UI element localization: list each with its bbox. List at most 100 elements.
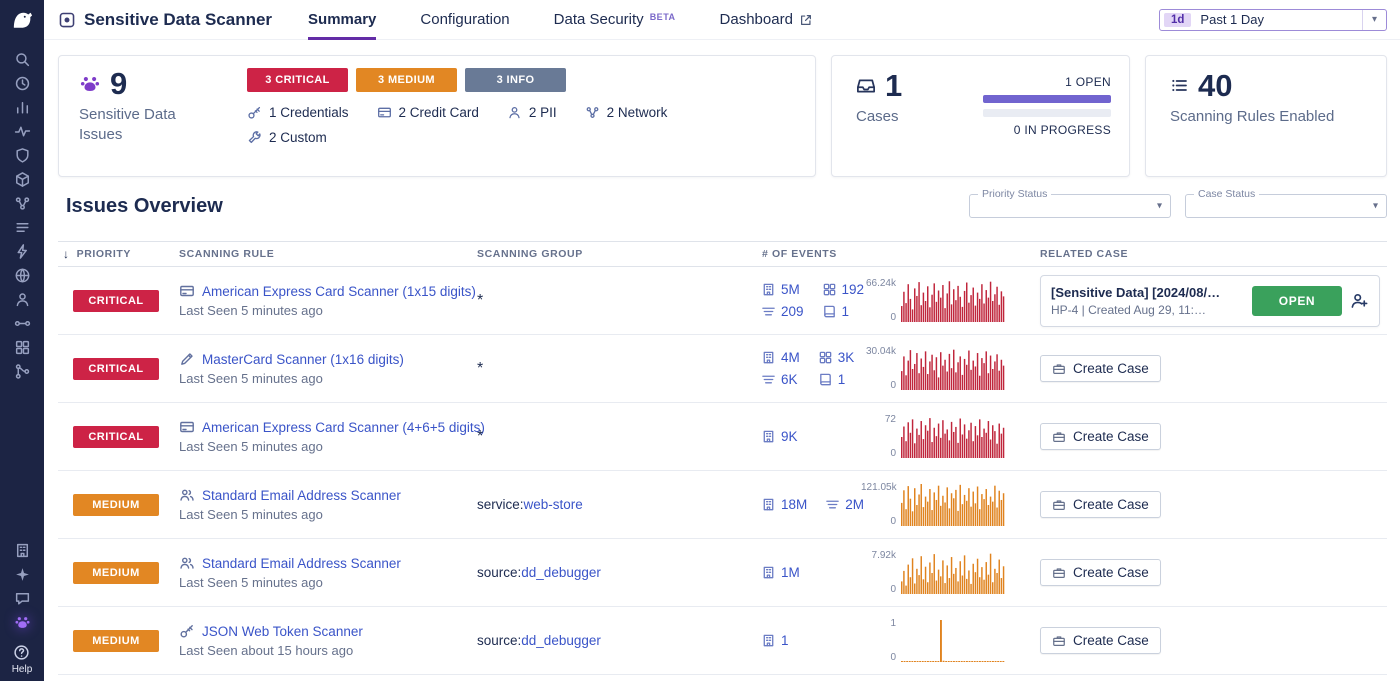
event-count-link[interactable]: 4M [781,350,800,365]
synthetics-icon[interactable] [14,267,31,284]
severity-medium-chip[interactable]: 3 MEDIUM [356,68,457,92]
scanning-rule-link[interactable]: American Express Card Scanner (4+6+5 dig… [202,419,485,435]
network-icon[interactable] [14,195,31,212]
watchdog-icon[interactable] [14,123,31,140]
last-seen: Last Seen 5 minutes ago [179,439,323,454]
integrations-icon[interactable] [14,339,31,356]
infrastructure-icon[interactable] [14,171,31,188]
priority-status-filter[interactable]: Priority Status ▾ [969,188,1171,218]
tab-summary[interactable]: Summary [308,0,377,40]
event-count-link[interactable]: 209 [781,304,804,319]
time-range-shortcut[interactable]: 1d [1164,12,1192,27]
workflows-icon[interactable] [14,363,31,380]
scanning-rule-link[interactable]: Standard Email Address Scanner [202,487,401,503]
spark-min-label: 0 [890,447,896,459]
spark-min-label: 0 [890,379,896,391]
apm-icon[interactable] [14,243,31,260]
chevron-down-icon[interactable]: ▾ [1362,9,1386,30]
issues-card-label: Sensitive Data Issues [79,106,176,143]
event-count-link[interactable]: 1 [841,304,850,319]
case-open-button[interactable]: OPEN [1252,285,1342,316]
event-count-link[interactable]: 9K [781,429,798,444]
event-count-link[interactable]: 2M [845,497,865,512]
security-icon[interactable] [14,147,31,164]
severity-critical-chip[interactable]: 3 CRITICAL [247,68,348,92]
chevron-down-icon[interactable]: ▾ [1372,200,1378,212]
top-navigation: Sensitive Data Scanner Summary Configura… [44,0,1400,40]
event-count-link[interactable]: 5M [781,282,800,297]
event-count-link[interactable]: 3K [837,350,855,365]
scanning-rule-link[interactable]: American Express Card Scanner (1x15 digi… [202,283,476,299]
case-status-filter[interactable]: Case Status ▾ [1185,188,1387,218]
sort-descending-icon[interactable]: ↓ [63,247,70,261]
assign-user-icon[interactable] [1350,291,1369,310]
create-case-label: Create Case [1073,633,1149,648]
briefcase-icon [1052,430,1066,444]
scanning-group-prefix: service: [477,497,524,512]
scanning-group-link[interactable]: dd_debugger [521,565,601,580]
related-case-card: [Sensitive Data] [2024/08/… HP-4 | Creat… [1040,274,1380,327]
rum-icon[interactable] [14,291,31,308]
beta-badge: BETA [649,11,676,22]
chevron-down-icon[interactable]: ▾ [1156,200,1162,212]
search-icon[interactable] [14,51,31,68]
metrics-icon[interactable] [14,99,31,116]
column-scanning-group: SCANNING GROUP [477,248,583,260]
category-pii[interactable]: 2 PII [507,105,557,120]
table-row: CRITICAL American Express Card Scanner (… [58,403,1387,471]
organization-icon[interactable] [14,542,31,559]
event-count-link[interactable]: 18M [781,497,808,512]
help-button[interactable]: Help [12,644,32,675]
ci-pipelines-icon[interactable] [14,315,31,332]
create-case-button[interactable]: Create Case [1040,491,1161,518]
severity-info-chip[interactable]: 3 INFO [465,68,566,92]
people-icon [179,487,195,503]
spark-min-label: 0 [890,583,896,595]
create-case-label: Create Case [1073,497,1149,512]
bits-ai-icon[interactable] [14,566,31,583]
spans-icon [761,304,776,319]
datadog-logo[interactable] [9,7,35,33]
event-count-link[interactable]: 6K [781,372,798,387]
scanning-rule-link[interactable]: Standard Email Address Scanner [202,555,401,571]
table-row: MEDIUM Standard Email Address Scanner La… [58,471,1387,539]
tab-dashboard[interactable]: Dashboard [720,0,813,40]
category-network-label: 2 Network [606,105,668,120]
create-case-button[interactable]: Create Case [1040,423,1161,450]
event-count-link[interactable]: 1 [837,372,846,387]
priority-status-filter-label: Priority Status [978,188,1052,200]
history-icon[interactable] [14,75,31,92]
create-case-button[interactable]: Create Case [1040,627,1161,654]
tab-configuration[interactable]: Configuration [420,0,509,40]
logs-icon[interactable] [14,219,31,236]
person-icon [507,105,522,120]
scanning-rule-link[interactable]: JSON Web Token Scanner [202,623,363,639]
event-count-link[interactable]: 192 [841,282,865,297]
briefcase-icon [1052,498,1066,512]
tab-data-security[interactable]: Data Security BETA [554,0,676,40]
category-credentials[interactable]: 1 Credentials [247,105,349,120]
credit-card-icon [179,283,195,299]
time-range-picker[interactable]: 1d Past 1 Day ▾ [1159,8,1387,31]
rules-summary-card: 40 Scanning Rules Enabled [1145,55,1387,177]
table-row: CRITICAL American Express Card Scanner (… [58,267,1387,335]
summary-cards: 9 Sensitive Data Issues 3 CRITICAL 3 MED… [44,40,1400,177]
page-title: Sensitive Data Scanner [84,9,273,29]
sensitive-data-scanner-icon[interactable] [14,614,31,631]
event-count-link[interactable]: 1 [781,633,789,648]
category-custom[interactable]: 2 Custom [247,130,327,145]
tab-summary-label: Summary [308,11,377,28]
cases-summary-card: 1 Cases 1 OPEN 0 IN PROGRESS [831,55,1130,177]
create-case-button[interactable]: Create Case [1040,355,1161,382]
create-case-button[interactable]: Create Case [1040,559,1161,586]
scanning-group-link[interactable]: web-store [523,497,583,512]
support-chat-icon[interactable] [14,590,31,607]
scanning-group-link[interactable]: dd_debugger [521,633,601,648]
event-count-link[interactable]: 1M [781,565,800,580]
category-credit-card[interactable]: 2 Credit Card [377,105,479,120]
sensitive-data-scanner-icon [58,11,76,29]
tab-dashboard-label: Dashboard [719,11,793,28]
scanning-group-wildcard: * [477,359,484,377]
category-network[interactable]: 2 Network [585,105,668,120]
scanning-rule-link[interactable]: MasterCard Scanner (1x16 digits) [202,351,404,367]
